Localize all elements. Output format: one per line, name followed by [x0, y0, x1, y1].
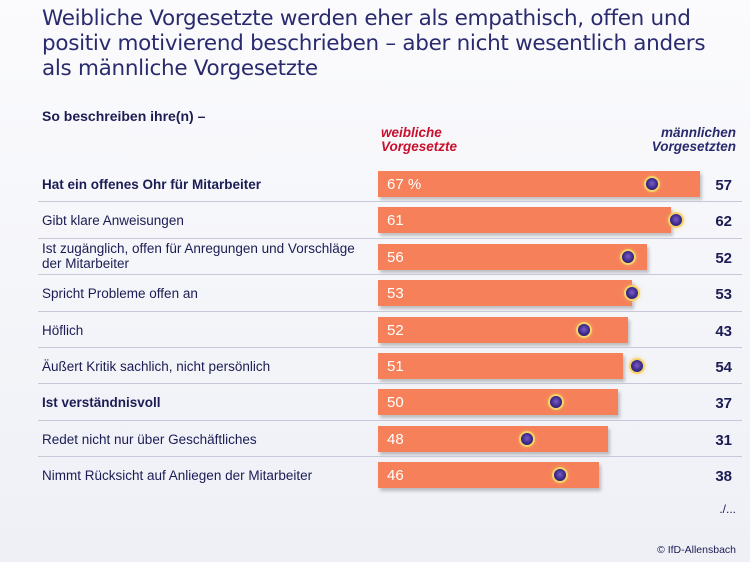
chart-row: Nimmt Rücksicht auf Anliegen der Mitarbe… — [0, 460, 750, 490]
female-value-label: 50 — [387, 394, 404, 411]
male-value-label: 62 — [715, 213, 732, 230]
chart-row: Gibt klare Anweisungen 61 62 — [0, 205, 750, 235]
female-bar: 52 — [378, 317, 628, 343]
series-header-female: weibliche Vorgesetzte — [381, 126, 491, 154]
male-value-label: 53 — [715, 286, 732, 303]
category-label: Äußert Kritik sachlich, nicht persönlich — [42, 359, 372, 374]
female-bar: 53 — [378, 280, 632, 306]
female-value-label: 51 — [387, 358, 404, 375]
chart-row: Spricht Probleme offen an 53 53 — [0, 278, 750, 308]
chart-row: Ist verständnisvoll 50 37 — [0, 387, 750, 417]
female-value-label: 52 — [387, 322, 404, 339]
male-value-marker — [622, 251, 634, 263]
female-bar: 51 — [378, 353, 623, 379]
chart-title: Weibliche Vorgesetzte werden eher als em… — [42, 6, 732, 81]
male-value-marker — [626, 287, 638, 299]
male-value-label: 54 — [715, 359, 732, 376]
row-divider — [38, 201, 742, 202]
category-label: Gibt klare Anweisungen — [42, 213, 372, 228]
male-value-label: 57 — [715, 177, 732, 194]
continuation-mark: ./... — [719, 502, 736, 516]
male-value-marker — [631, 360, 643, 372]
female-value-label: 61 — [387, 212, 404, 229]
row-divider — [38, 420, 742, 421]
male-value-label: 38 — [715, 468, 732, 485]
female-bar: 48 — [378, 426, 608, 452]
female-bar: 56 — [378, 244, 647, 270]
female-bar: 50 — [378, 389, 618, 415]
category-label: Nimmt Rücksicht auf Anliegen der Mitarbe… — [42, 468, 372, 483]
male-value-marker — [646, 178, 658, 190]
category-label: Ist verständnisvoll — [42, 395, 372, 410]
row-divider — [38, 383, 742, 384]
female-value-label: 56 — [387, 249, 404, 266]
male-value-label: 43 — [715, 323, 732, 340]
row-divider — [38, 274, 742, 275]
male-value-label: 37 — [715, 395, 732, 412]
male-value-marker — [578, 324, 590, 336]
male-value-marker — [670, 214, 682, 226]
male-value-label: 52 — [715, 250, 732, 267]
chart-row: Redet nicht nur über Geschäftliches 48 31 — [0, 424, 750, 454]
row-divider — [38, 311, 742, 312]
female-value-label: 67 % — [387, 176, 421, 193]
male-value-marker — [521, 433, 533, 445]
chart-row: Höflich 52 43 — [0, 315, 750, 345]
chart-row: Hat ein offenes Ohr für Mitarbeiter 67 % 5… — [0, 169, 750, 199]
chart-subtitle: So beschreiben ihre(n) – — [42, 108, 205, 124]
category-label: Höflich — [42, 323, 372, 338]
female-value-label: 53 — [387, 285, 404, 302]
row-divider — [38, 456, 742, 457]
category-label: Hat ein offenes Ohr für Mitarbeiter — [42, 177, 372, 192]
category-label: Redet nicht nur über Geschäftliches — [42, 432, 372, 447]
female-value-label: 48 — [387, 431, 404, 448]
male-value-label: 31 — [715, 432, 732, 449]
row-divider — [38, 347, 742, 348]
chart-row: Ist zugänglich, offen für Anregungen und… — [0, 242, 750, 272]
female-bar: 61 — [378, 207, 671, 233]
chart-row: Äußert Kritik sachlich, nicht persönlich… — [0, 351, 750, 381]
female-value-label: 46 — [387, 467, 404, 484]
category-label: Ist zugänglich, offen für Anregungen und… — [42, 241, 372, 271]
row-divider — [38, 238, 742, 239]
male-value-marker — [550, 396, 562, 408]
copyright-notice: © IfD-Allensbach — [657, 544, 736, 556]
category-label: Spricht Probleme offen an — [42, 286, 372, 301]
series-header-male: männlichen Vorgesetzten — [616, 126, 736, 154]
